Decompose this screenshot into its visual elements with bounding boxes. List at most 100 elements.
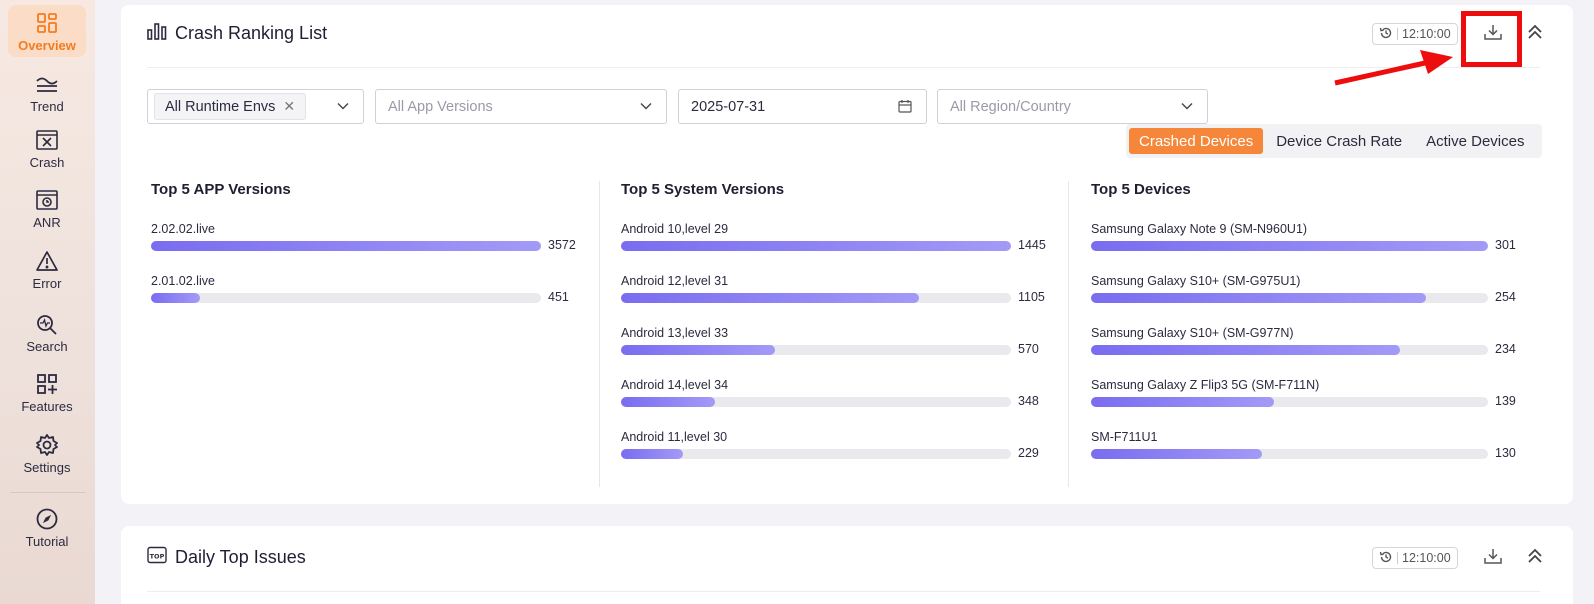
column-title: Top 5 APP Versions [151,181,291,198]
download-button[interactable] [1482,547,1504,569]
ranking-value: 130 [1495,446,1516,460]
warning-icon [34,248,60,274]
app-versions-placeholder: All App Versions [388,98,493,115]
ranking-value: 451 [548,290,569,304]
sidebar-item-settings[interactable]: Settings [8,427,86,479]
ranking-bar-track [1091,293,1488,303]
chevron-double-up-icon [1526,547,1544,570]
card-title: Crash Ranking List [175,23,328,43]
column-divider [1068,181,1069,487]
app-versions-select[interactable]: All App Versions [375,89,667,124]
sidebar-item-label: Error [32,276,62,291]
toggle-active-devices[interactable]: Active Devices [1426,132,1525,150]
time-separator [1397,28,1398,40]
sidebar-item-error[interactable]: Error [8,243,86,295]
ranking-bar-track [621,241,1011,251]
ranking-bar [621,449,683,459]
ranking-value: 1445 [1018,238,1046,252]
crash-ranking-card: Crash Ranking List 12:10:00 All Runtime … [121,5,1573,504]
download-icon [1483,23,1503,46]
grid-icon [34,10,60,36]
refresh-time: 12:10:00 [1402,551,1451,565]
ranking-bar-track [621,293,1011,303]
refresh-time-button[interactable]: 12:10:00 [1372,23,1458,45]
time-separator [1397,552,1398,564]
ranking-bar [1091,241,1488,251]
ranking-row: 2.01.02.live 451 [151,273,569,325]
top-badge-icon: TOP [147,546,167,569]
ranking-value: 348 [1018,394,1039,408]
ranking-label: Android 13,level 33 [621,326,729,340]
bar-chart-icon [147,22,167,45]
date-picker[interactable]: 2025-07-31 [678,89,927,124]
toggle-crashed-devices[interactable]: Crashed Devices [1129,128,1264,154]
compass-icon [34,506,60,532]
ranking-row: Android 12,level 31 1105 [621,273,1045,325]
metric-toggle: Crashed Devices Device Crash Rate Active… [1126,124,1542,158]
column-title: Top 5 Devices [1091,181,1191,198]
download-button[interactable] [1482,23,1504,45]
ranking-bar [621,397,715,407]
ranking-value: 229 [1018,446,1039,460]
chevron-down-icon [1181,100,1193,116]
ranking-row: Samsung Galaxy S10+ (SM-G977N) 234 [1091,325,1516,377]
sidebar-item-search[interactable]: Search [8,306,86,358]
sidebar-item-crash[interactable]: Crash [8,122,86,174]
ranking-bar-track [621,345,1011,355]
highlight-box [1461,11,1522,67]
ranking-bar-track [621,449,1011,459]
history-icon [1379,550,1393,567]
ranking-row: Android 10,level 29 1445 [621,221,1046,273]
svg-text:TOP: TOP [150,553,165,561]
sidebar-item-trend[interactable]: Trend [8,66,86,118]
download-icon [1483,547,1503,570]
ranking-label: Samsung Galaxy Z Flip3 5G (SM-F711N) [1091,378,1320,392]
ranking-label: 2.01.02.live [151,274,215,288]
region-select[interactable]: All Region/Country [937,89,1208,124]
ranking-value: 254 [1495,290,1516,304]
ranking-bar-track [1091,345,1488,355]
calendar-icon [898,99,912,117]
ranking-label: Android 11,level 30 [621,430,728,444]
features-icon [34,371,60,397]
ranking-bar [621,241,1011,251]
search-icon [34,311,60,337]
column-divider [599,181,600,487]
sidebar-item-label: Settings [23,460,71,475]
ranking-bar-track [151,241,541,251]
ranking-bar [1091,293,1426,303]
daily-top-issues-card: TOP Daily Top Issues 12:10:00 [121,526,1573,604]
sidebar-item-label: Overview [18,38,76,53]
collapse-button[interactable] [1524,547,1546,569]
collapse-button[interactable] [1524,23,1546,45]
ranking-bar-track [1091,449,1488,459]
ranking-value: 234 [1495,342,1516,356]
toggle-device-crash-rate[interactable]: Device Crash Rate [1276,132,1403,150]
card-header: Crash Ranking List [147,22,327,45]
ranking-label: Samsung Galaxy S10+ (SM-G975U1) [1091,274,1301,288]
header-divider [147,591,1540,592]
ranking-bar [1091,397,1274,407]
sidebar-item-features[interactable]: Features [8,366,86,418]
card-title: Daily Top Issues [175,547,306,567]
ranking-label: SM-F711U1 [1091,430,1158,444]
date-value: 2025-07-31 [691,98,766,115]
refresh-time-button[interactable]: 12:10:00 [1372,547,1458,569]
ranking-value: 139 [1495,394,1516,408]
ranking-value: 570 [1018,342,1039,356]
sidebar-item-overview[interactable]: Overview [8,5,86,57]
runtime-env-select[interactable]: All Runtime Envs ✕ [147,89,364,124]
ranking-value: 301 [1495,238,1516,252]
ranking-row: Samsung Galaxy Note 9 (SM-N960U1) 301 [1091,221,1516,273]
sidebar-item-tutorial[interactable]: Tutorial [8,501,86,553]
chevron-down-icon [640,100,652,116]
ranking-bar-track [1091,397,1488,407]
close-icon[interactable]: ✕ [283,98,296,114]
runtime-env-tag: All Runtime Envs ✕ [154,93,307,120]
anr-icon [34,187,60,213]
ranking-bar [151,241,541,251]
refresh-time: 12:10:00 [1402,27,1451,41]
ranking-bar [621,345,775,355]
sidebar-item-anr[interactable]: ANR [8,182,86,234]
card-header: TOP Daily Top Issues [147,546,306,569]
